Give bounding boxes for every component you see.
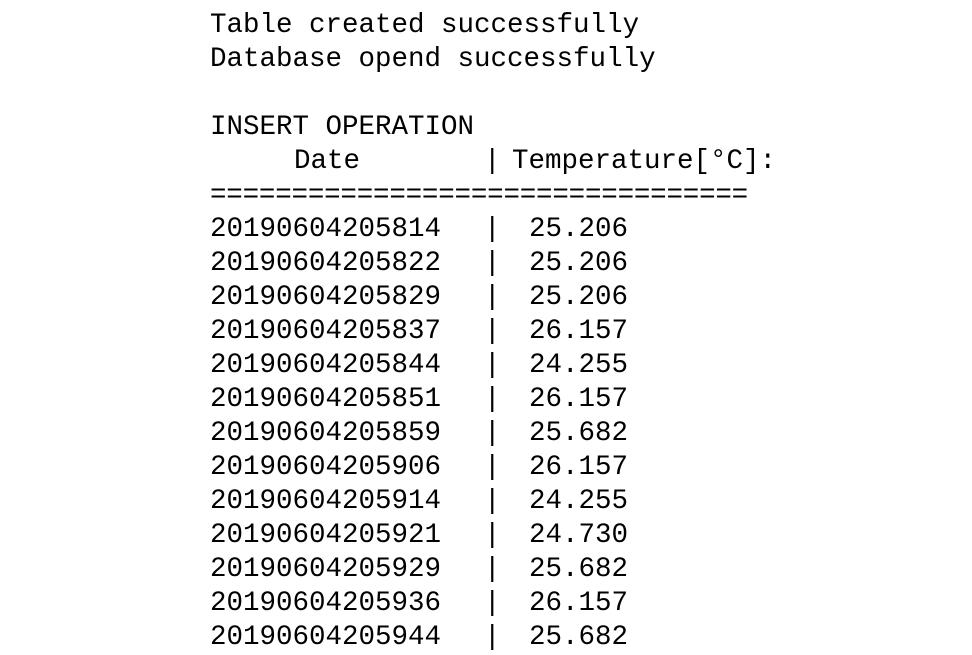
table-row: 20190604205929 | 25.682: [210, 553, 950, 587]
table-row: 20190604205837 | 26.157: [210, 315, 950, 349]
cell-temperature: 25.682: [529, 418, 629, 449]
column-separator: |: [484, 452, 501, 483]
column-separator: |: [484, 146, 501, 177]
cell-temperature: 24.255: [529, 350, 629, 381]
table-body: 20190604205814 | 25.206 20190604205822 | 25.2…: [210, 213, 950, 655]
status-message: Database opend successfully: [210, 44, 656, 75]
cell-date: 20190604205814: [210, 214, 442, 245]
cell-temperature: 25.206: [529, 282, 629, 313]
table-row: 20190604205921 | 24.730: [210, 519, 950, 553]
cell-temperature: 24.730: [529, 520, 629, 551]
cell-date: 20190604205844: [210, 350, 442, 381]
cell-temperature: 26.157: [529, 588, 629, 619]
table-row: 20190604205936 | 26.157: [210, 587, 950, 621]
cell-date: 20190604205914: [210, 486, 442, 517]
terminal-output: Table created successfully Database open…: [210, 9, 950, 655]
cell-date: 20190604205906: [210, 452, 442, 483]
cell-temperature: 24.255: [529, 486, 629, 517]
cell-date: 20190604205829: [210, 282, 442, 313]
cell-temperature: 25.682: [529, 554, 629, 585]
table-row: 20190604205944 | 25.682: [210, 621, 950, 655]
status-message: Table created successfully: [210, 10, 640, 41]
blank-line: [210, 77, 950, 111]
cell-date: 20190604205851: [210, 384, 442, 415]
column-separator: |: [484, 588, 501, 619]
column-separator: |: [484, 248, 501, 279]
cell-temperature: 25.206: [529, 248, 629, 279]
column-separator: |: [484, 520, 501, 551]
cell-date: 20190604205837: [210, 316, 442, 347]
column-separator: |: [484, 316, 501, 347]
table-row: 20190604205844 | 24.255: [210, 349, 950, 383]
column-separator: |: [484, 350, 501, 381]
table-row: 20190604205814 | 25.206: [210, 213, 950, 247]
column-separator: |: [484, 214, 501, 245]
column-separator: |: [484, 554, 501, 585]
table-row: 20190604205859 | 25.682: [210, 417, 950, 451]
cell-date: 20190604205936: [210, 588, 442, 619]
header-rule: =================================: [210, 180, 748, 211]
table-header: Date | Temperature[°C]:: [210, 145, 950, 179]
column-header-temperature: Temperature[°C]:: [512, 146, 777, 177]
cell-temperature: 26.157: [529, 316, 629, 347]
cell-date: 20190604205921: [210, 520, 442, 551]
cell-date: 20190604205929: [210, 554, 442, 585]
cell-temperature: 26.157: [529, 452, 629, 483]
cell-date: 20190604205944: [210, 622, 442, 653]
column-separator: |: [484, 282, 501, 313]
section-title: INSERT OPERATION: [210, 112, 475, 143]
cell-temperature: 26.157: [529, 384, 629, 415]
table-row: 20190604205829 | 25.206: [210, 281, 950, 315]
column-separator: |: [484, 486, 501, 517]
table-row: 20190604205822 | 25.206: [210, 247, 950, 281]
column-separator: |: [484, 384, 501, 415]
column-separator: |: [484, 622, 501, 653]
table-row: 20190604205906 | 26.157: [210, 451, 950, 485]
cell-date: 20190604205822: [210, 248, 442, 279]
table-row: 20190604205914 | 24.255: [210, 485, 950, 519]
table-row: 20190604205851 | 26.157: [210, 383, 950, 417]
cell-temperature: 25.206: [529, 214, 629, 245]
column-separator: |: [484, 418, 501, 449]
cell-date: 20190604205859: [210, 418, 442, 449]
cell-temperature: 25.682: [529, 622, 629, 653]
column-header-date: Date: [294, 146, 361, 177]
